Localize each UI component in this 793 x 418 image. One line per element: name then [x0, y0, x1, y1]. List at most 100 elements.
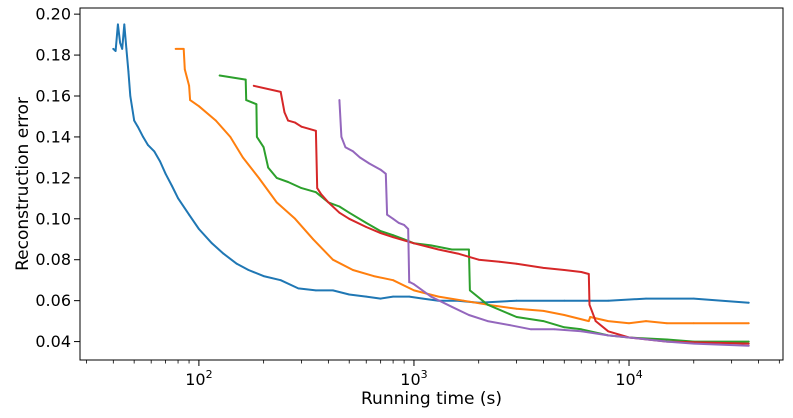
data-point-red: [542, 267, 545, 269]
data-point-red: [379, 232, 382, 235]
data-point-purple: [413, 283, 415, 286]
data-point-purple: [628, 336, 630, 339]
data-point-orange: [645, 320, 647, 322]
data-point-purple: [450, 305, 453, 308]
data-point-purple: [368, 162, 371, 165]
data-point-orange: [587, 320, 590, 322]
data-point-blue: [153, 150, 156, 153]
x-tick-label: 104: [615, 368, 642, 389]
data-point-orange: [241, 156, 244, 159]
data-point-green: [486, 303, 489, 306]
data-point-purple: [486, 320, 489, 322]
data-point-red: [287, 119, 289, 122]
data-point-blue: [563, 299, 566, 302]
data-point-red: [607, 330, 610, 333]
data-point-red: [563, 269, 566, 271]
data-point-red: [594, 320, 597, 322]
data-point-orange: [182, 48, 185, 50]
data-point-orange: [215, 119, 217, 122]
data-point-blue: [747, 301, 750, 304]
data-point-orange: [294, 217, 296, 220]
y-axis: 0.04 0.06 0.08 0.10 0.12 0.14 0.16 0.18 0.20: [35, 5, 80, 351]
data-point-blue: [515, 299, 518, 302]
data-point-purple: [747, 344, 750, 347]
data-point-blue: [262, 275, 265, 277]
y-tick-label: 0.04: [35, 332, 71, 351]
data-point-purple: [392, 217, 394, 220]
data-point-green: [365, 222, 368, 224]
y-tick-label: 0.06: [35, 291, 71, 310]
x-axis: 102 103 104: [86, 360, 780, 389]
data-point-blue: [408, 295, 411, 298]
data-point-purple: [379, 168, 382, 171]
data-point-orange: [692, 322, 695, 325]
data-point-green: [563, 326, 566, 329]
data-point-blue: [222, 252, 225, 255]
series-layer: [112, 23, 750, 347]
data-point-blue: [188, 213, 191, 216]
data-point-blue: [127, 70, 130, 73]
data-point-green: [275, 177, 278, 179]
data-point-orange: [275, 201, 278, 204]
y-tick-label: 0.10: [35, 209, 71, 228]
data-point-blue: [142, 136, 145, 138]
data-point-red: [252, 84, 255, 87]
data-point-blue: [235, 262, 238, 265]
data-point-green: [287, 181, 289, 183]
data-point-purple: [358, 156, 361, 159]
data-point-red: [320, 193, 322, 196]
data-point-purple: [553, 328, 556, 331]
data-point-red: [392, 236, 394, 239]
data-point-orange: [515, 307, 518, 310]
y-tick-label: 0.14: [35, 127, 71, 146]
series-line-blue: [112, 23, 750, 304]
data-point-blue: [422, 297, 424, 300]
data-point-red: [316, 187, 319, 190]
data-point-blue: [121, 48, 124, 50]
data-point-purple: [430, 295, 432, 298]
data-point-orange: [462, 299, 465, 302]
data-point-red: [580, 271, 583, 273]
data-point-purple: [397, 222, 400, 224]
data-point-green: [218, 74, 221, 77]
data-point-blue: [125, 48, 128, 50]
data-point-red: [457, 252, 459, 255]
y-tick-label: 0.08: [35, 250, 71, 269]
data-point-orange: [174, 48, 177, 50]
data-point-purple: [338, 99, 341, 101]
data-point-blue: [171, 185, 173, 187]
data-point-green: [338, 205, 341, 208]
data-point-purple: [692, 342, 695, 345]
data-point-green: [379, 230, 382, 233]
data-point-blue: [348, 293, 351, 296]
data-point-blue: [164, 172, 167, 175]
data-point-red: [300, 125, 303, 128]
data-point-purple: [468, 314, 470, 316]
data-point-green: [542, 320, 545, 322]
data-point-blue: [315, 289, 317, 292]
data-point-blue: [645, 297, 647, 300]
data-point-orange: [392, 279, 394, 282]
data-point-orange: [437, 295, 440, 298]
data-point-green: [666, 338, 668, 341]
data-point-green: [256, 136, 258, 138]
data-point-blue: [177, 197, 180, 200]
data-point-blue: [114, 50, 117, 52]
data-point-red: [365, 226, 368, 228]
data-point-purple: [386, 213, 388, 216]
data-point-orange: [628, 322, 630, 325]
data-point-purple: [666, 340, 668, 343]
data-point-red: [437, 248, 440, 251]
data-point-green: [580, 328, 583, 331]
x-tick-label: 102: [185, 368, 212, 389]
data-point-orange: [198, 105, 200, 108]
data-point-red: [413, 242, 415, 245]
data-point-orange: [563, 314, 566, 316]
data-point-red: [747, 342, 750, 345]
data-point-red: [515, 262, 518, 265]
y-tick-label: 0.20: [35, 5, 71, 24]
data-point-blue: [123, 23, 126, 26]
data-point-red: [315, 129, 317, 132]
data-point-blue: [119, 41, 121, 44]
